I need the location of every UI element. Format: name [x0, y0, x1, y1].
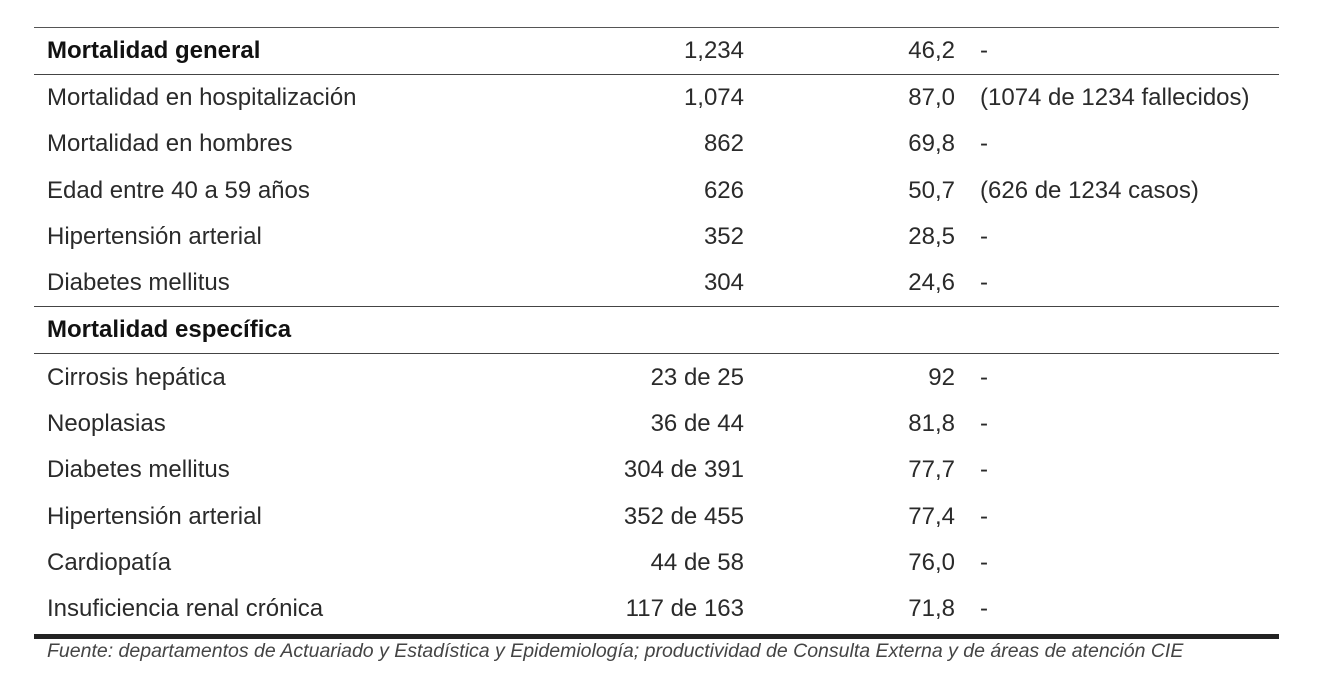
row-label: Hipertensión arterial: [47, 223, 262, 251]
section-percent: 46,2: [908, 37, 955, 64]
row-percent: 87,0: [908, 84, 955, 112]
row-count: 352 de 455: [623, 502, 744, 530]
row-percent: 71,8: [908, 595, 955, 623]
section-header-specific: Mortalidad específica: [34, 307, 1279, 355]
table-row: Cirrosis hepática 23 de 25 92 -: [34, 354, 1279, 400]
row-note: -: [980, 502, 988, 530]
row-label: Diabetes mellitus: [47, 269, 230, 297]
section-count: 1,234: [683, 37, 744, 64]
row-note: -: [980, 130, 988, 158]
row-count: 352: [703, 223, 744, 251]
section-header-general: Mortalidad general 1,234 46,2 -: [34, 28, 1279, 75]
row-note: -: [980, 595, 988, 623]
row-percent: 28,5: [908, 223, 955, 251]
mortality-table: Mortalidad general 1,234 46,2 - Mortalid…: [34, 27, 1279, 640]
row-label: Neoplasias: [47, 409, 166, 437]
row-percent: 77,4: [908, 502, 955, 530]
table-row: Cardiopatía 44 de 58 76,0 -: [34, 540, 1279, 586]
section-title: Mortalidad específica: [47, 316, 292, 344]
source-note: Fuente: departamentos de Actuariado y Es…: [47, 640, 1184, 662]
bottom-rule: [34, 634, 1279, 640]
table-row: Neoplasias 36 de 44 81,8 -: [34, 401, 1279, 447]
row-count: 626: [703, 176, 744, 204]
row-note: (1074 de 1234 fallecidos): [980, 84, 1250, 112]
section-note: -: [980, 37, 988, 64]
row-count: 23 de 25: [650, 363, 744, 391]
table-row: Diabetes mellitus 304 de 391 77,7 -: [34, 447, 1279, 493]
row-label: Cardiopatía: [47, 548, 172, 576]
row-count: 1,074: [683, 84, 744, 112]
table-row: Hipertensión arterial 352 de 455 77,4 -: [34, 493, 1279, 539]
row-count: 36 de 44: [650, 409, 744, 437]
row-count: 44 de 58: [650, 548, 744, 576]
row-note: -: [980, 223, 988, 251]
row-percent: 92: [928, 363, 955, 391]
row-label: Insuficiencia renal crónica: [47, 595, 324, 623]
row-label: Edad entre 40 a 59 años: [47, 176, 310, 204]
table-row: Mortalidad en hospitalización 1,074 87,0…: [34, 75, 1279, 121]
table-row: Hipertensión arterial 352 28,5 -: [34, 214, 1279, 260]
row-count: 304 de 391: [623, 456, 744, 484]
row-count: 117 de 163: [625, 595, 744, 623]
row-note: -: [980, 548, 988, 576]
section-title: Mortalidad general: [47, 37, 261, 64]
row-count: 304: [703, 269, 744, 297]
top-rule: [34, 27, 1279, 28]
table-row: Insuficiencia renal crónica 117 de 163 7…: [34, 586, 1279, 632]
row-label: Diabetes mellitus: [47, 456, 230, 484]
row-note: -: [980, 456, 988, 484]
row-percent: 24,6: [908, 269, 955, 297]
row-count: 862: [703, 130, 744, 158]
table-row: Mortalidad en hombres 862 69,8 -: [34, 121, 1279, 167]
row-percent: 76,0: [908, 548, 955, 576]
table-row: Edad entre 40 a 59 años 626 50,7 (626 de…: [34, 168, 1279, 214]
row-note: -: [980, 363, 988, 391]
row-note: -: [980, 269, 988, 297]
row-note: (626 de 1234 casos): [980, 176, 1199, 204]
row-label: Cirrosis hepática: [47, 363, 226, 391]
row-note: -: [980, 409, 988, 437]
table-row: Diabetes mellitus 304 24,6 -: [34, 260, 1279, 308]
row-label: Mortalidad en hospitalización: [47, 84, 357, 112]
row-label: Hipertensión arterial: [47, 502, 262, 530]
row-percent: 81,8: [908, 409, 955, 437]
row-percent: 69,8: [908, 130, 955, 158]
row-percent: 50,7: [908, 176, 955, 204]
row-label: Mortalidad en hombres: [47, 130, 293, 158]
row-percent: 77,7: [908, 456, 955, 484]
